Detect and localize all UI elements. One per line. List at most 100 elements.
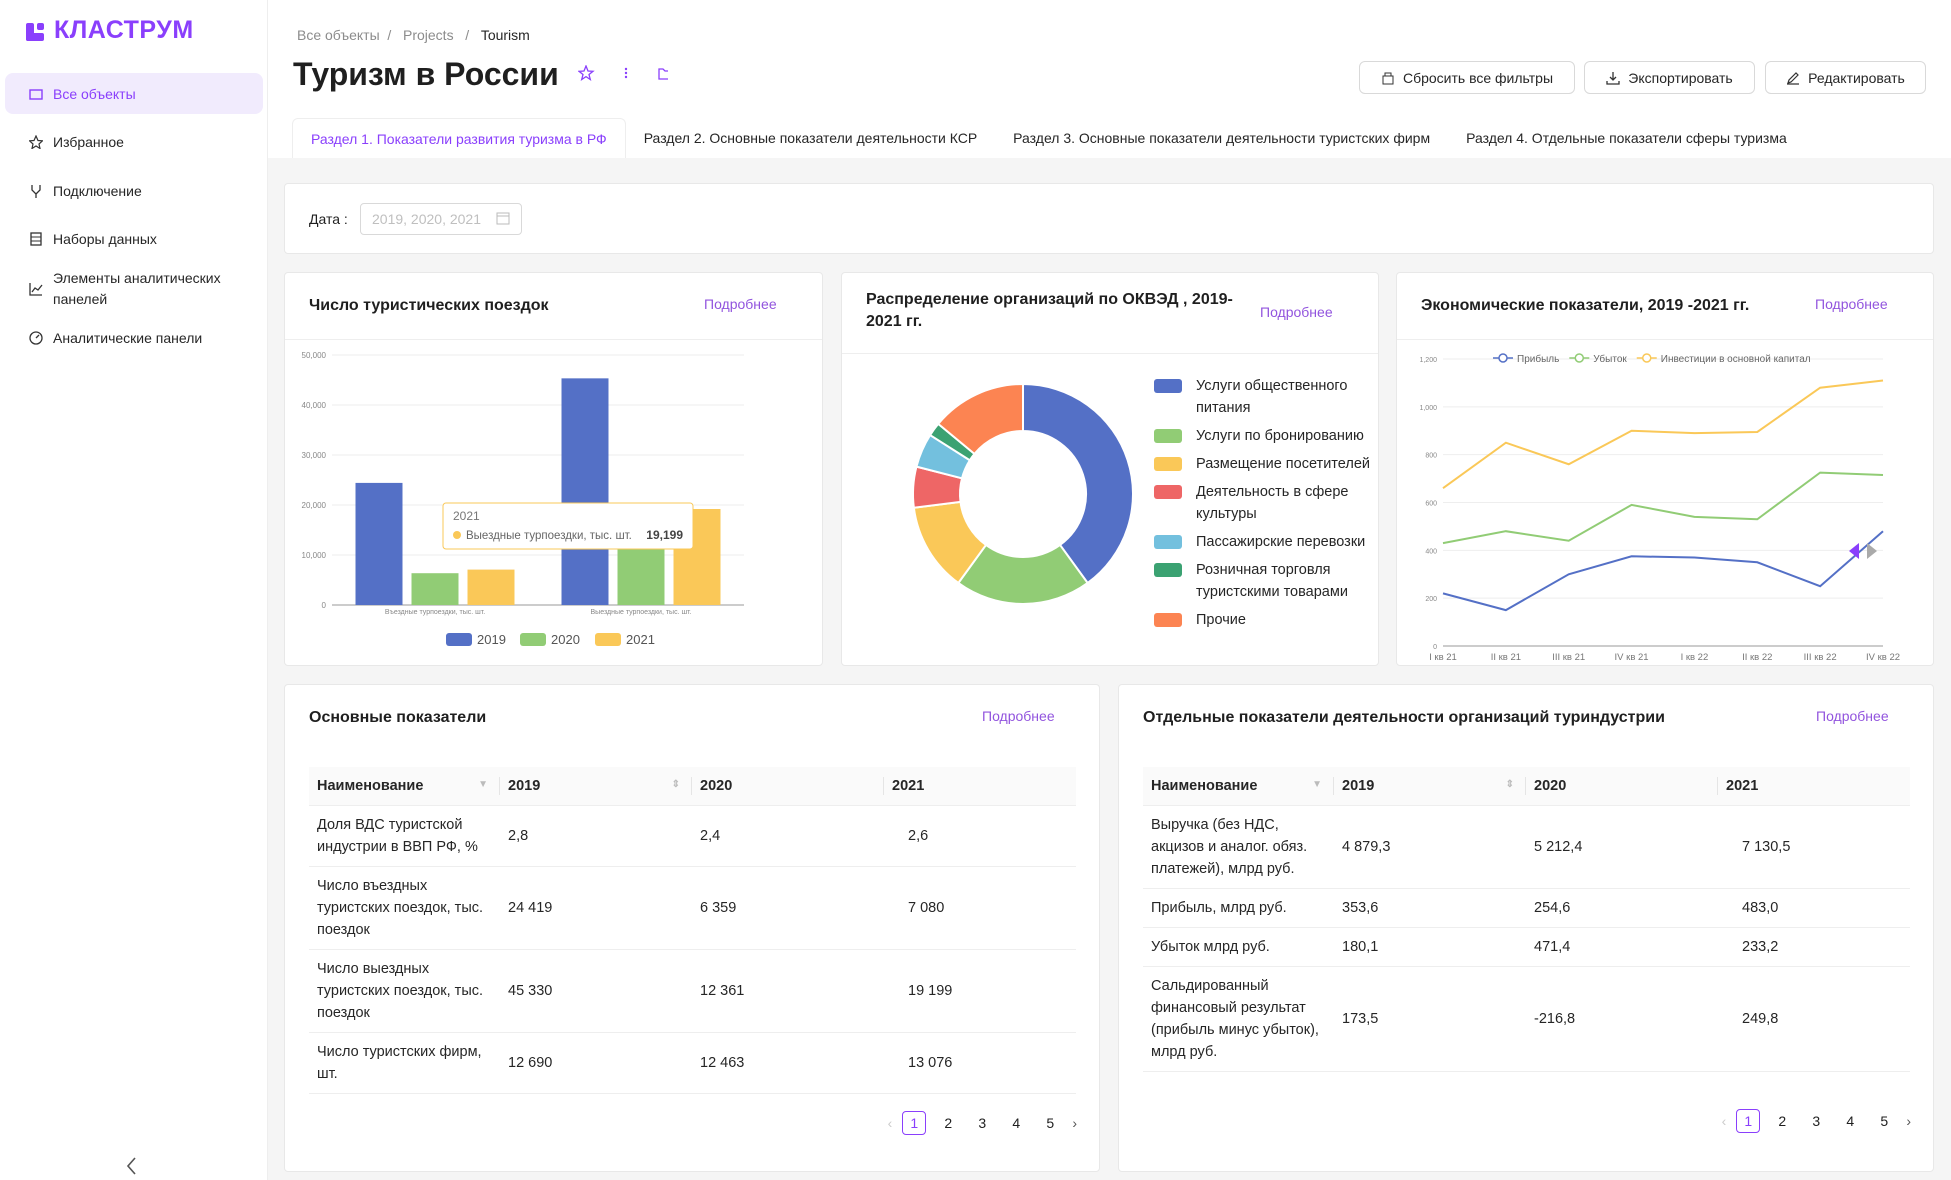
- x-tick-label: Выездные турпоездки, тыс. шт.: [591, 609, 692, 616]
- table-cell: 4 879,3: [1334, 805, 1526, 889]
- legend-label: Услуги по бронированию: [1196, 428, 1364, 444]
- nav-item[interactable]: Все объекты: [5, 73, 263, 114]
- tab[interactable]: Раздел 1. Показатели развития туризма в …: [292, 118, 626, 158]
- table-cell: 6 359: [692, 866, 884, 950]
- page-number[interactable]: 4: [1012, 1115, 1021, 1131]
- page-prev[interactable]: ‹: [1721, 1113, 1727, 1129]
- sort-icon[interactable]: ⇕: [671, 779, 680, 790]
- legend-label: Прочие: [1196, 612, 1246, 628]
- more-link[interactable]: Подробнее: [982, 708, 1055, 724]
- legend-label: 2019: [477, 632, 506, 647]
- line-series: [1442, 530, 1884, 612]
- nav-item[interactable]: Элементы аналитических панелей: [5, 266, 255, 312]
- table-row: Число въездных туристских поездок, тыс. …: [309, 866, 1076, 950]
- legend-item: Размещение посетителей: [1154, 453, 1379, 475]
- column-separator: [1525, 777, 1526, 795]
- legend-label: Деятельность в сфере культуры: [1196, 484, 1349, 522]
- button[interactable]: Экспортировать: [1584, 61, 1755, 94]
- button[interactable]: Редактировать: [1765, 61, 1926, 94]
- breadcrumb[interactable]: Все объекты: [297, 27, 380, 43]
- filter-label: Дата :: [309, 211, 348, 227]
- table-cell: 12 690: [500, 1032, 692, 1094]
- nav-label[interactable]: Наборы данных: [53, 231, 157, 247]
- page-number[interactable]: 5: [1880, 1113, 1889, 1129]
- header-label: 2019: [1342, 777, 1375, 794]
- legend-label: Инвестиции в основной капитал: [1661, 354, 1811, 365]
- legend-item: Прочие: [1154, 609, 1379, 631]
- page-number[interactable]: 1: [1736, 1109, 1761, 1133]
- table-cell: 2,6: [884, 805, 1076, 867]
- table-cell: 7 130,5: [1718, 805, 1910, 889]
- table-cell: 471,4: [1526, 927, 1718, 967]
- chart-card: Экономические показатели, 2019 -2021 гг.…: [1396, 272, 1934, 666]
- more-link[interactable]: Подробнее: [1815, 296, 1888, 312]
- page-number[interactable]: 2: [1778, 1113, 1787, 1129]
- nav-label[interactable]: Подключение: [53, 183, 142, 199]
- chart: 0 200 400 600 800 1,000 1,200 I кв 21 II кв 21 II…: [1419, 353, 1900, 663]
- page-prev[interactable]: ‹: [887, 1115, 893, 1131]
- page-number[interactable]: 5: [1046, 1115, 1055, 1131]
- legend-swatch: [1154, 563, 1182, 577]
- legend-label: 2020: [551, 632, 580, 647]
- y-tick-label: 30,000: [302, 451, 327, 460]
- header-label: 2021: [892, 777, 925, 794]
- legend-swatch: [1154, 379, 1182, 393]
- table-cell: 2,8: [500, 805, 692, 867]
- header-cell: 2019 ⇕: [500, 767, 692, 806]
- nav-item[interactable]: Избранное: [5, 122, 263, 162]
- legend-label: Услуги общественного питания: [1196, 378, 1348, 416]
- legend-item: Услуги общественного питания: [1154, 375, 1379, 419]
- page-number[interactable]: 3: [978, 1115, 987, 1131]
- button[interactable]: Сбросить все фильтры: [1359, 61, 1575, 94]
- tab[interactable]: Раздел 3. Основные показатели деятельнос…: [1013, 130, 1431, 146]
- tab[interactable]: Раздел 4. Отдельные показатели сферы тур…: [1466, 130, 1787, 146]
- scroll-right[interactable]: [1867, 543, 1877, 559]
- title-icons[interactable]: [578, 65, 668, 83]
- table-cell: Доля ВДС туристской индустрии в ВВП РФ, …: [309, 805, 500, 867]
- more-link[interactable]: Подробнее: [1260, 304, 1333, 320]
- page-number[interactable]: 3: [1812, 1113, 1821, 1129]
- chart-card: Число туристических поездок Подробнее 0 1…: [284, 272, 823, 666]
- button-label[interactable]: Экспортировать: [1628, 69, 1733, 86]
- nav-label[interactable]: Избранное: [53, 134, 124, 150]
- page-next[interactable]: ›: [1906, 1113, 1911, 1129]
- sort-icon[interactable]: ⇕: [1505, 779, 1514, 790]
- nav-label[interactable]: Все объекты: [53, 85, 136, 102]
- breadcrumb[interactable]: Projects: [403, 27, 454, 43]
- tab[interactable]: Раздел 2. Основные показатели деятельнос…: [643, 130, 978, 146]
- header-row: Наименование ▼ 2019 ⇕ 2020 2021: [1143, 767, 1910, 806]
- table-cell: Сальдированный финансовый результат (при…: [1143, 966, 1334, 1072]
- sort-icon[interactable]: ▼: [478, 779, 488, 790]
- button-label[interactable]: Редактировать: [1808, 69, 1905, 86]
- date-placeholder[interactable]: 2019, 2020, 2021: [372, 211, 481, 227]
- nav-item[interactable]: Наборы данных: [5, 219, 263, 259]
- scroll-left[interactable]: [1849, 543, 1859, 559]
- table-cell: 12 463: [692, 1032, 884, 1094]
- bar: [355, 482, 403, 605]
- page-number[interactable]: 4: [1846, 1113, 1855, 1129]
- collapse-button[interactable]: [124, 1156, 140, 1176]
- page-number[interactable]: 2: [944, 1115, 953, 1131]
- x-tick-label: III кв 22: [1804, 652, 1837, 663]
- nav-label[interactable]: Аналитические панели: [53, 330, 203, 346]
- y-tick-label: 600: [1425, 501, 1437, 508]
- date-picker[interactable]: 2019, 2020, 2021: [360, 203, 522, 235]
- legend-item: Пассажирские перевозки: [1154, 531, 1379, 553]
- page-next[interactable]: ›: [1072, 1115, 1077, 1131]
- header-label: 2020: [700, 777, 733, 794]
- table-cell: Выручка (без НДС, акцизов и аналог. обяз…: [1143, 805, 1334, 889]
- nav-item[interactable]: Подключение: [5, 171, 263, 211]
- x-tick-label: II кв 21: [1491, 652, 1521, 663]
- more-link[interactable]: Подробнее: [1816, 708, 1889, 724]
- legend-swatch: [1154, 613, 1182, 627]
- page-number[interactable]: 1: [902, 1111, 927, 1135]
- data-table: Наименование ▼ 2019 ⇕ 2020 2021 Выручка (без Н…: [1143, 767, 1910, 1072]
- button-label[interactable]: Сбросить все фильтры: [1402, 69, 1554, 86]
- sort-icon[interactable]: ▼: [1312, 779, 1322, 790]
- page-title: Туризм в России: [293, 56, 559, 92]
- nav-item[interactable]: Аналитические панели: [5, 318, 263, 358]
- nav-label[interactable]: Элементы аналитических панелей: [53, 270, 221, 307]
- y-tick-label: 800: [1425, 453, 1437, 460]
- more-link[interactable]: Подробнее: [704, 296, 777, 312]
